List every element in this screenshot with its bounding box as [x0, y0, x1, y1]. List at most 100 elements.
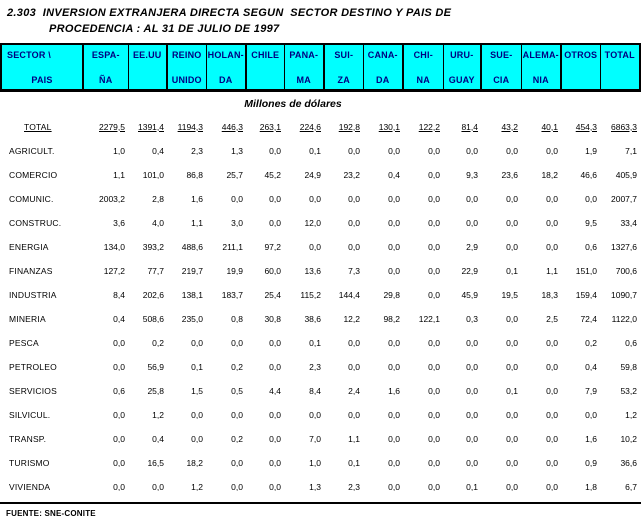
- cell: 127,2: [103, 265, 125, 276]
- cell: 144,4: [338, 289, 360, 300]
- cell: 0,0: [388, 265, 400, 276]
- cell: 0,1: [348, 457, 360, 468]
- table-row-pesca: PESCA 0,0 0,2 0,0 0,0 0,0 0,1 0,0 0,0 0,0 0,0 0,0 0,…: [1, 331, 640, 355]
- row-label-energia: ENERGIA: [9, 241, 49, 252]
- cell: 2,8: [152, 193, 164, 204]
- cell: 0,0: [269, 409, 281, 420]
- cell: 0,0: [506, 193, 518, 204]
- corner-label-pais: PAIS: [31, 75, 53, 85]
- cell: 0,0: [231, 481, 243, 492]
- cell: 1,6: [191, 193, 203, 204]
- cell: 0,0: [113, 457, 125, 468]
- cell: 159,4: [575, 289, 597, 300]
- cell: 0,0: [348, 409, 360, 420]
- units-subtitle-row: Millones de dólares: [1, 91, 640, 115]
- cell: 2007,7: [611, 193, 637, 204]
- cell: 0,0: [269, 457, 281, 468]
- cell: 2003,2: [99, 193, 125, 204]
- col-header-otros: OTROS: [560, 43, 601, 92]
- cell: 0,0: [585, 409, 597, 420]
- cell: 700,6: [615, 265, 637, 276]
- cell: 16,5: [147, 457, 164, 468]
- cell: 0,0: [466, 337, 478, 348]
- cell: 0,0: [309, 193, 321, 204]
- row-label-industria: INDUSTRIA: [9, 289, 57, 300]
- cell: 0,0: [348, 145, 360, 156]
- cell: 0,0: [348, 361, 360, 372]
- investment-table: SECTOR \ PAIS ESPA- ÑA EE.UU REINO UNIDO HOLA…: [0, 43, 641, 499]
- cell: 0,6: [585, 241, 597, 252]
- row-label-silvicul: SILVICUL.: [9, 409, 51, 420]
- cell: 0,0: [231, 193, 243, 204]
- col-header-panama: PANA- MA: [283, 43, 325, 92]
- row-label-servicios: SERVICIOS: [9, 385, 57, 396]
- cell: 0,0: [546, 361, 558, 372]
- cell: 0,0: [269, 217, 281, 228]
- cell: 134,0: [103, 241, 125, 252]
- cell: 2,3: [348, 481, 360, 492]
- cell: 1,2: [191, 481, 203, 492]
- corner-label-sector: SECTOR \: [7, 50, 51, 60]
- cell: 0,0: [231, 337, 243, 348]
- table-row-finanzas: FINANZAS 127,2 77,7 219,7 19,9 60,0 13,6 7,3 0,0…: [1, 259, 640, 283]
- cell: 0,0: [585, 193, 597, 204]
- col-header-holanda: HOLAN- DA: [205, 43, 247, 92]
- cell: 0,0: [269, 193, 281, 204]
- cell: 211,1: [222, 241, 243, 252]
- cell: 130,1: [378, 121, 400, 132]
- cell: 0,0: [269, 145, 281, 156]
- row-label-turismo: TURISMO: [9, 457, 50, 468]
- cell: 0,0: [546, 409, 558, 420]
- cell: 0,1: [506, 385, 518, 396]
- cell: 1,8: [585, 481, 597, 492]
- cell: 23,2: [343, 169, 360, 180]
- cell: 0,0: [428, 337, 440, 348]
- units-subtitle: Millones de dólares: [244, 98, 342, 111]
- cell: 0,0: [546, 385, 558, 396]
- col-header-alemania: ALEMA- NIA: [520, 43, 562, 92]
- cell: 0,0: [428, 385, 440, 396]
- cell: 0,0: [348, 217, 360, 228]
- cell: 0,0: [466, 145, 478, 156]
- cell: 0,0: [388, 241, 400, 252]
- bottom-rule: [0, 501, 641, 504]
- col-header-suecia: SUE- CIA: [480, 43, 522, 92]
- cell: 0,0: [348, 337, 360, 348]
- cell: 0,0: [466, 433, 478, 444]
- cell: 219,7: [181, 265, 203, 276]
- cell: 59,8: [620, 361, 637, 372]
- cell: 0,0: [309, 241, 321, 252]
- cell: 0,0: [191, 409, 203, 420]
- cell: 1,1: [191, 217, 203, 228]
- cell: 0,3: [466, 313, 478, 324]
- cell: 0,6: [625, 337, 637, 348]
- cell: 446,3: [221, 121, 243, 132]
- col-header-china: CHI- NA: [402, 43, 444, 92]
- cell: 4,4: [269, 385, 281, 396]
- table-row-turismo: TURISMO 0,0 16,5 18,2 0,0 0,0 1,0 0,1 0,0 0,0 0,0 0…: [1, 451, 640, 475]
- cell: 2,9: [466, 241, 478, 252]
- cell: 0,0: [466, 193, 478, 204]
- cell: 0,0: [466, 361, 478, 372]
- table-row-comercio: COMERCIO 1,1 101,0 86,8 25,7 45,2 24,9 23,2 0,4 0…: [1, 163, 640, 187]
- cell: 115,2: [300, 289, 321, 300]
- cell: 18,2: [186, 457, 203, 468]
- cell: 0,0: [506, 313, 518, 324]
- cell: 0,0: [152, 481, 164, 492]
- cell: 454,3: [575, 121, 597, 132]
- cell: 0,0: [269, 433, 281, 444]
- table-header-row: SECTOR \ PAIS ESPA- ÑA EE.UU REINO UNIDO HOLA…: [0, 43, 641, 92]
- cell: 19,9: [226, 265, 243, 276]
- table-row-silvicul: SILVICUL. 0,0 1,2 0,0 0,0 0,0 0,0 0,0 0,0 0,0 0,0 0…: [1, 403, 640, 427]
- table-row-energia: ENERGIA 134,0 393,2 488,6 211,1 97,2 0,0 0,0 0,0…: [1, 235, 640, 259]
- cell: 0,0: [546, 145, 558, 156]
- cell: 0,0: [506, 241, 518, 252]
- col-header-uruguay: URU- GUAY: [442, 43, 482, 92]
- cell: 0,2: [231, 433, 243, 444]
- cell: 0,0: [428, 145, 440, 156]
- cell: 0,0: [506, 481, 518, 492]
- cell: 1,1: [348, 433, 360, 444]
- table-row-construc: CONSTRUC. 3,6 4,0 1,1 3,0 0,0 12,0 0,0 0,0 0,0 0,0…: [1, 211, 640, 235]
- cell: 13,6: [304, 265, 321, 276]
- col-header-canada: CANA- DA: [362, 43, 404, 92]
